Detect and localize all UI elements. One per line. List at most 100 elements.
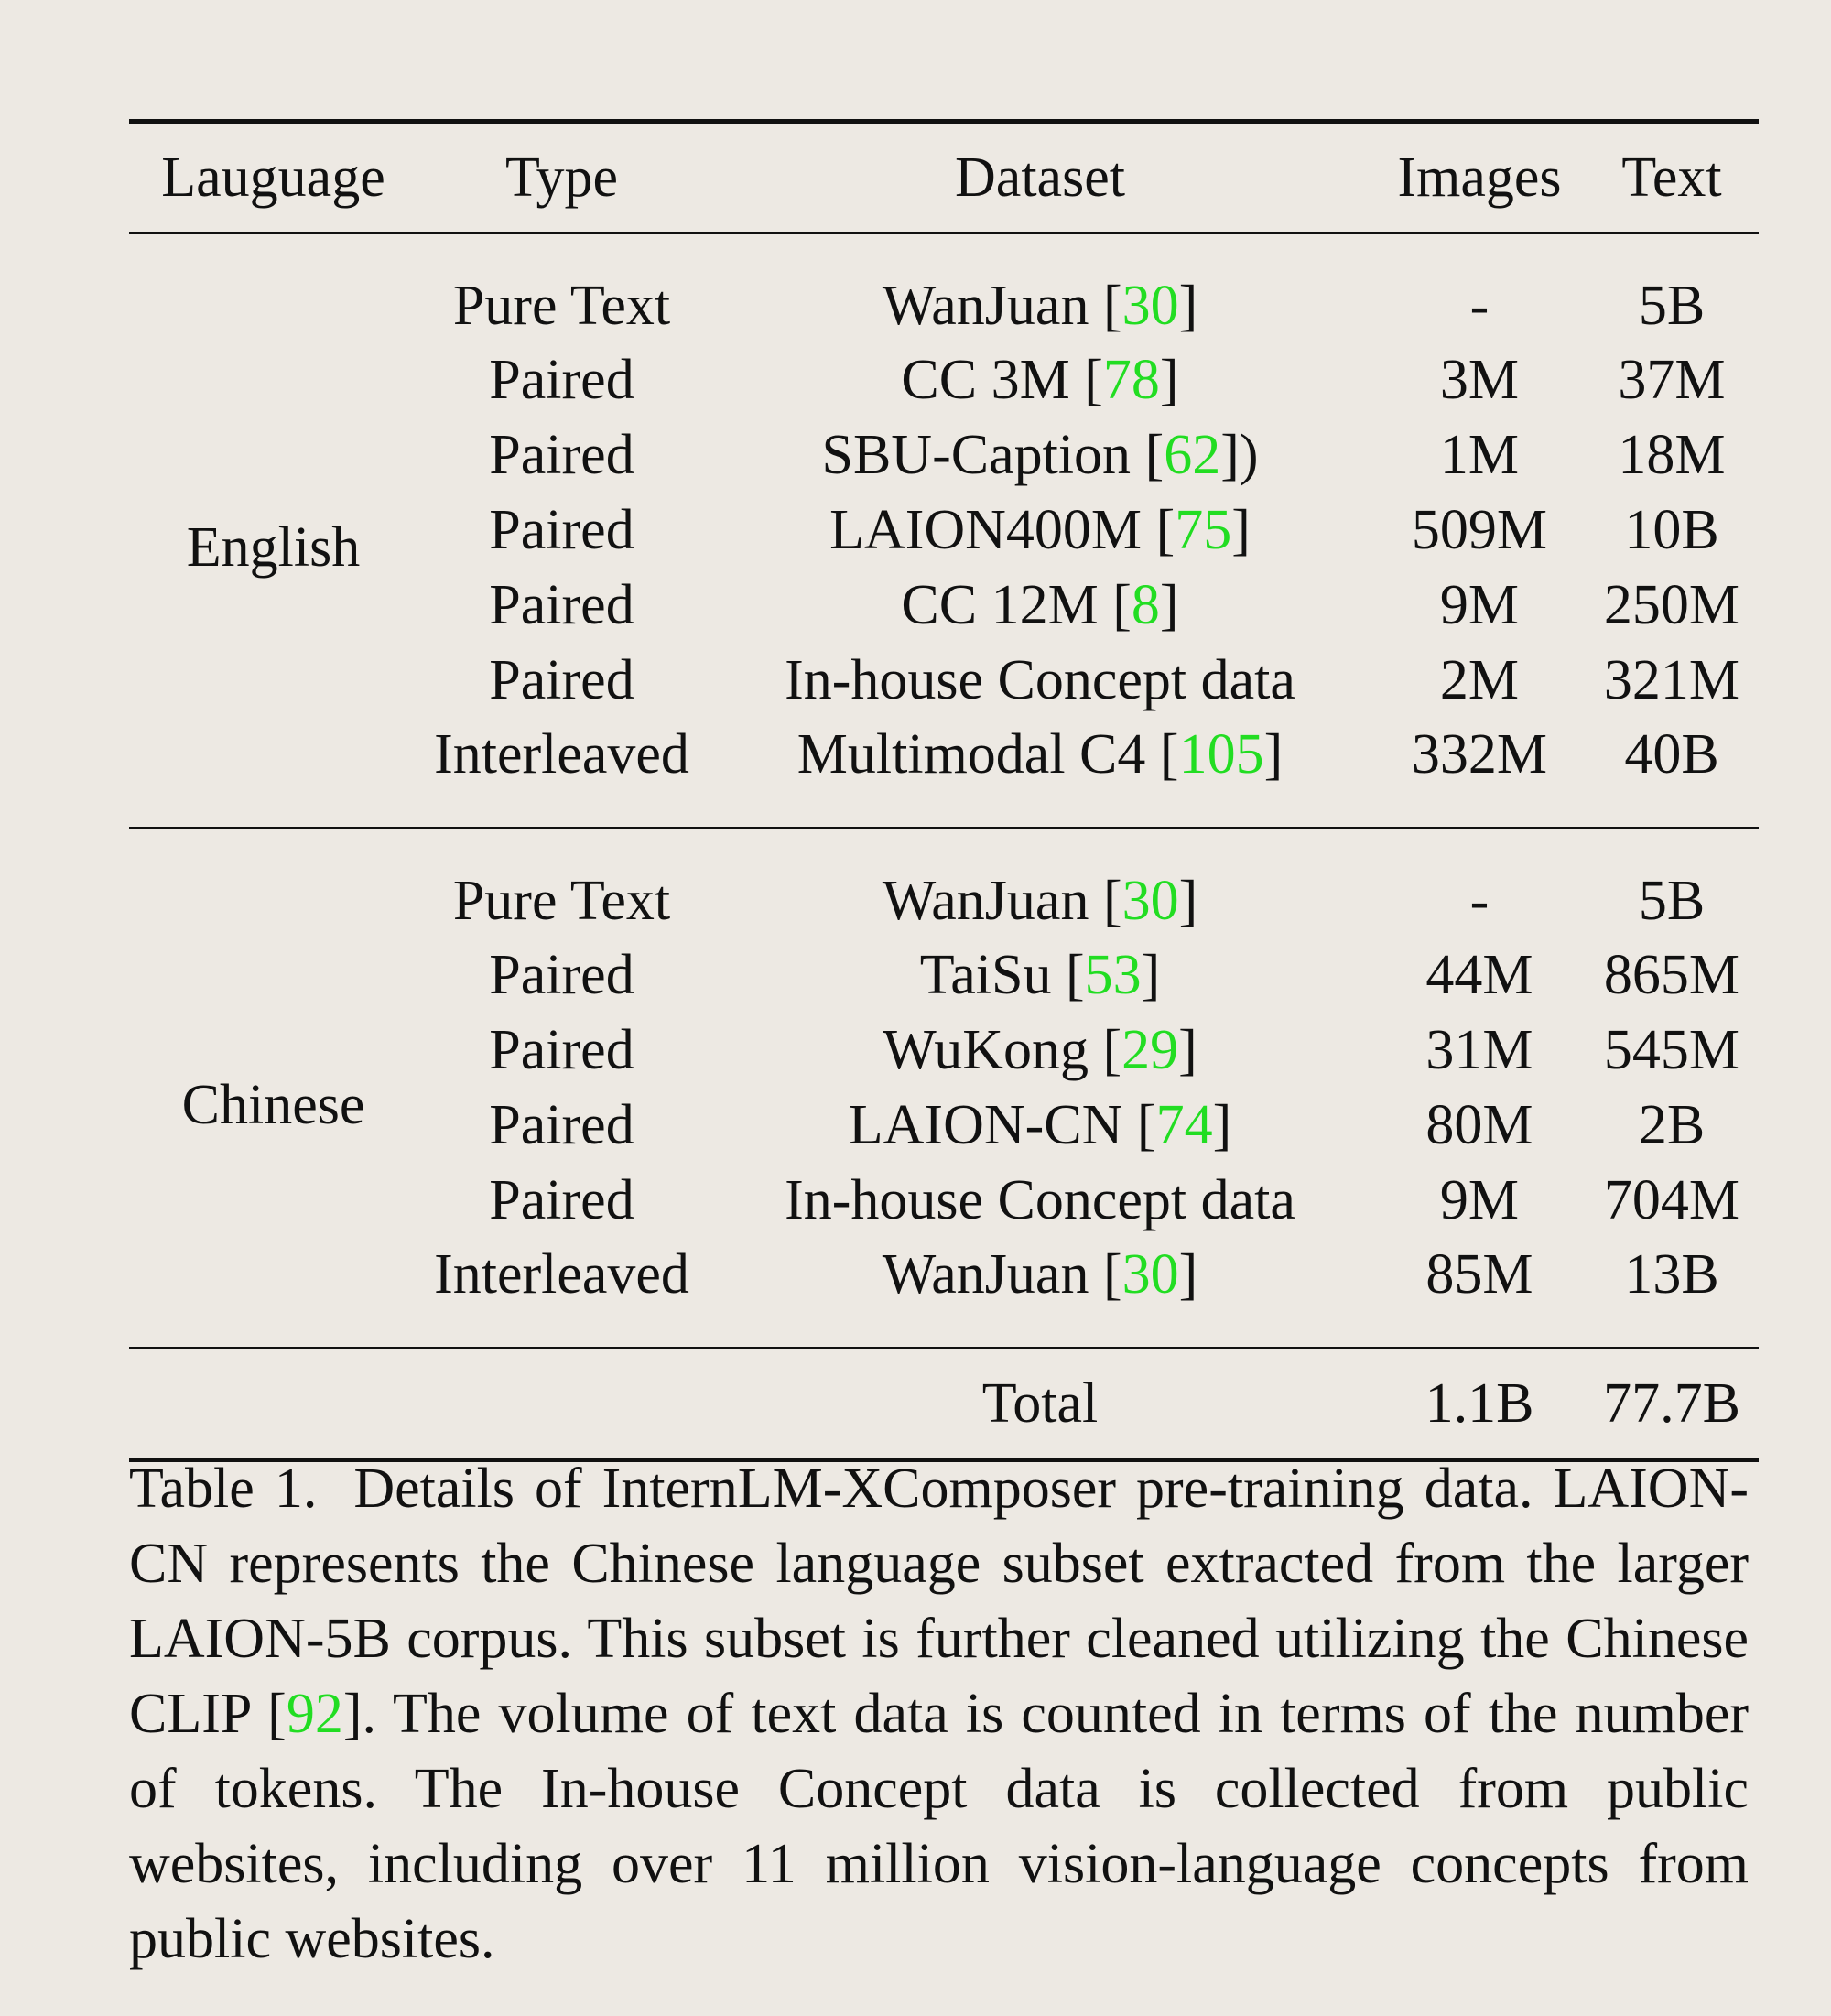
citation-bracket: ]: [1178, 869, 1198, 932]
caption-text-after: ]. The volume of text data is counted in…: [129, 1683, 1749, 1970]
table-row: Paired In-house Concept data 9M 704M: [129, 1164, 1759, 1239]
table-row: Paired LAION400M [75] 509M 10B: [129, 493, 1759, 569]
total-row: Total 1.1B 77.7B: [129, 1348, 1759, 1462]
dataset-cell: In-house Concept data: [706, 1164, 1374, 1239]
dataset-cell: CC 3M [78]: [901, 349, 1179, 411]
dataset-cell: SBU-Caption [62]): [821, 424, 1259, 486]
language-cell: English: [129, 233, 417, 829]
citation-bracket: ]: [1159, 574, 1179, 636]
english-group: English Pure Text WanJuan [30] - 5B Paired CC …: [129, 233, 1759, 829]
dataset-name: WanJuan: [882, 869, 1089, 932]
citation-link[interactable]: 8: [1131, 574, 1160, 636]
dataset-name: SBU-Caption: [821, 424, 1132, 486]
header-images: Images: [1374, 119, 1585, 234]
type-cell: Paired: [489, 1094, 634, 1156]
type-cell: Paired: [489, 944, 634, 1006]
text-cell: 704M: [1603, 1169, 1740, 1231]
dataset-cell: LAION-CN [74]: [848, 1094, 1232, 1156]
text-cell: 18M: [1618, 424, 1726, 486]
caption-label: Table 1.: [129, 1458, 318, 1520]
chinese-group: Chinese Pure Text WanJuan [30] - 5B Paired Tai…: [129, 828, 1759, 1349]
table-row: Interleaved WanJuan [30] 85M 13B: [129, 1238, 1759, 1349]
table-row: Interleaved Multimodal C4 [105] 332M 40B: [129, 718, 1759, 829]
citation-link[interactable]: 53: [1084, 944, 1142, 1006]
table-row: Chinese Pure Text WanJuan [30] - 5B: [129, 828, 1759, 1349]
citation-link[interactable]: 30: [1121, 869, 1179, 932]
table-header-row: Lauguage Type Dataset Images Text: [129, 119, 1759, 234]
caption-citation-link[interactable]: 92: [286, 1683, 343, 1745]
images-cell: 332M: [1374, 718, 1585, 829]
table-caption: Table 1. Details of InternLM-XComposer pr…: [129, 1451, 1749, 1977]
citation-link[interactable]: 29: [1121, 1019, 1179, 1081]
dataset-name: Multimodal C4: [796, 723, 1146, 786]
type-cell: Paired: [489, 1019, 634, 1081]
type-cell: Paired: [489, 424, 634, 486]
citation-link[interactable]: 30: [1121, 274, 1179, 337]
text-cell: 13B: [1585, 1238, 1759, 1349]
citation-link[interactable]: 74: [1155, 1094, 1213, 1156]
citation-bracket: ]: [1141, 944, 1161, 1006]
dataset-name: CC 12M: [901, 574, 1099, 636]
type-cell: Paired: [489, 1169, 634, 1231]
images-cell: 509M: [1411, 499, 1548, 561]
images-cell: 9M: [1439, 1169, 1520, 1231]
header-type: Type: [417, 119, 706, 234]
data-table-container: Lauguage Type Dataset Images Text Englis…: [129, 119, 1759, 1462]
images-cell: 1M: [1439, 424, 1520, 486]
dataset-name: WanJuan: [882, 1243, 1089, 1306]
text-cell: 250M: [1603, 574, 1740, 636]
dataset-name: LAION400M: [829, 499, 1143, 561]
citation-bracket: ]): [1220, 424, 1259, 486]
dataset-name: In-house Concept data: [785, 1169, 1295, 1231]
citation-link[interactable]: 30: [1121, 1243, 1179, 1306]
total-label: Total: [706, 1348, 1374, 1462]
type-cell: Pure Text: [452, 274, 671, 337]
type-cell: Paired: [489, 574, 634, 636]
images-cell: -: [1469, 869, 1490, 932]
dataset-name: In-house Concept data: [785, 649, 1295, 711]
table-row: Paired In-house Concept data 2M 321M: [129, 644, 1759, 719]
dataset-cell: WanJuan [30]: [882, 869, 1198, 932]
citation-bracket: ]: [1178, 274, 1198, 337]
dataset-name: LAION-CN: [848, 1094, 1123, 1156]
citation-link[interactable]: 105: [1178, 723, 1264, 786]
images-cell: 9M: [1439, 574, 1520, 636]
citation-link[interactable]: 62: [1164, 424, 1221, 486]
dataset-cell: WanJuan [30]: [706, 1238, 1374, 1349]
text-cell: 37M: [1618, 349, 1726, 411]
text-cell: 40B: [1585, 718, 1759, 829]
text-cell: 5B: [1638, 274, 1706, 337]
pretraining-data-table: Lauguage Type Dataset Images Text Englis…: [129, 119, 1759, 1462]
table-row: English Pure Text WanJuan [30] - 5B: [129, 233, 1759, 829]
text-cell: 865M: [1603, 944, 1740, 1006]
table-row: Paired CC 12M [8] 9M 250M: [129, 569, 1759, 644]
header-language: Lauguage: [129, 119, 417, 234]
language-cell: Chinese: [129, 828, 417, 1349]
text-cell: 5B: [1638, 869, 1706, 932]
header-text: Text: [1585, 119, 1759, 234]
text-cell: 545M: [1603, 1019, 1740, 1081]
type-cell: Paired: [489, 349, 634, 411]
dataset-cell: TaiSu [53]: [919, 944, 1161, 1006]
text-cell: 2B: [1638, 1094, 1706, 1156]
text-cell: 321M: [1603, 649, 1740, 711]
dataset-cell: WanJuan [30]: [882, 274, 1198, 337]
dataset-cell: CC 12M [8]: [901, 574, 1179, 636]
total-group: Total 1.1B 77.7B: [129, 1348, 1759, 1462]
images-cell: 31M: [1425, 1019, 1533, 1081]
images-cell: 85M: [1374, 1238, 1585, 1349]
table-row: Paired LAION-CN [74] 80M 2B: [129, 1089, 1759, 1164]
dataset-name: CC 3M: [901, 349, 1070, 411]
citation-link[interactable]: 75: [1175, 499, 1232, 561]
table-row: Paired TaiSu [53] 44M 865M: [129, 938, 1759, 1013]
type-cell: Interleaved: [417, 718, 706, 829]
type-cell: Paired: [489, 499, 634, 561]
dataset-cell: Multimodal C4 [105]: [706, 718, 1374, 829]
images-cell: 80M: [1425, 1094, 1533, 1156]
type-cell: Paired: [489, 649, 634, 711]
citation-link[interactable]: 78: [1102, 349, 1160, 411]
images-cell: 44M: [1425, 944, 1533, 1006]
dataset-name: WuKong: [883, 1019, 1089, 1081]
header-dataset: Dataset: [706, 119, 1374, 234]
citation-bracket: ]: [1159, 349, 1179, 411]
